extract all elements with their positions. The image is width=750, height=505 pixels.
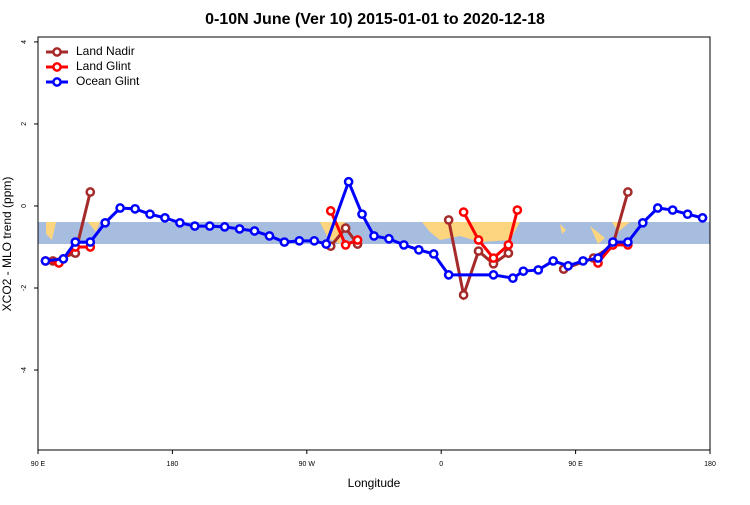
y-tick-label: -2	[21, 285, 28, 291]
point	[294, 235, 305, 246]
point	[352, 235, 363, 245]
point	[343, 176, 354, 187]
point	[697, 213, 708, 223]
point	[130, 203, 140, 214]
point	[563, 261, 573, 271]
point	[428, 249, 439, 259]
y-tick-label: 2	[21, 122, 28, 126]
point	[175, 217, 185, 228]
point	[578, 256, 588, 266]
point	[508, 273, 518, 284]
point	[100, 217, 111, 228]
point	[458, 290, 469, 300]
point	[321, 239, 332, 249]
point	[503, 248, 514, 258]
point	[512, 205, 523, 215]
plot-frame	[37, 36, 711, 451]
point	[40, 256, 51, 266]
point	[518, 266, 529, 277]
point	[652, 203, 663, 213]
point	[623, 187, 633, 197]
x-tick-label: 180	[704, 461, 716, 468]
point	[369, 231, 379, 241]
point	[70, 237, 81, 247]
point	[637, 217, 648, 228]
point	[593, 253, 603, 263]
point	[160, 213, 170, 223]
point	[473, 235, 484, 245]
point	[279, 237, 290, 247]
point	[58, 254, 69, 264]
point	[503, 240, 514, 250]
point	[145, 209, 155, 220]
point	[384, 233, 394, 244]
point	[340, 223, 351, 233]
x-tick-label: 0	[439, 461, 443, 468]
point	[473, 246, 484, 256]
legend-label: Land Glint	[76, 59, 131, 73]
point	[488, 270, 499, 280]
point	[249, 226, 260, 236]
point	[340, 240, 351, 250]
point	[85, 187, 96, 197]
legend-label: Land Nadir	[76, 44, 135, 58]
x-tick-label: 180	[167, 461, 179, 468]
x-tick-label: 90 W	[299, 461, 316, 468]
point	[357, 209, 367, 220]
point	[443, 215, 454, 225]
point	[219, 222, 230, 232]
legend-marker	[52, 62, 62, 72]
point	[115, 203, 125, 213]
point	[533, 265, 544, 275]
x-tick-label: 90 E	[31, 461, 46, 468]
legend-label: Ocean Glint	[76, 74, 140, 88]
point	[443, 270, 454, 280]
point	[264, 231, 275, 241]
y-axis-label: XCO2 - MLO trend (ppm)	[0, 177, 14, 312]
point	[85, 237, 96, 247]
point	[325, 206, 336, 216]
x-axis-label: Longitude	[348, 476, 401, 490]
point	[309, 235, 320, 246]
legend-marker	[52, 47, 62, 57]
point	[608, 237, 618, 247]
chart-title: 0-10N June (Ver 10) 2015-01-01 to 2020-1…	[205, 11, 545, 28]
y-tick-label: -4	[21, 367, 28, 373]
point	[458, 207, 469, 217]
point	[234, 224, 245, 234]
point	[682, 209, 693, 220]
point	[667, 205, 678, 215]
point	[204, 221, 215, 231]
x-tick-label: 90 E	[568, 461, 583, 468]
point	[189, 221, 200, 231]
point	[399, 240, 409, 250]
point	[413, 245, 424, 255]
legend-marker	[52, 77, 62, 87]
point	[548, 256, 559, 266]
y-tick-label: 0	[21, 204, 28, 208]
y-tick-label: 4	[21, 40, 28, 44]
point	[623, 237, 633, 247]
point	[488, 253, 499, 263]
